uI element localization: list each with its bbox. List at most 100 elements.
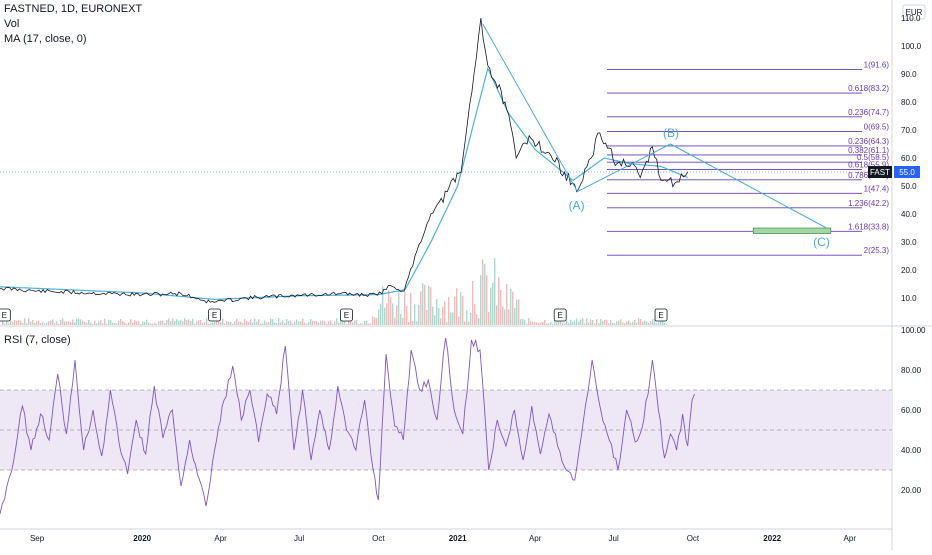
volume-bar: [372, 316, 374, 325]
volume-bar: [384, 307, 386, 325]
time-tick-label: Jul: [294, 534, 304, 543]
price-tick-label: 50.0: [901, 182, 917, 191]
volume-bar: [172, 318, 174, 325]
volume-bar: [410, 293, 412, 325]
earnings-label: E: [344, 311, 349, 320]
volume-bar: [492, 282, 494, 325]
volume-bar: [590, 319, 592, 325]
target-zone: [752, 227, 832, 234]
volume-bar: [242, 323, 244, 325]
volume-bar: [414, 304, 416, 325]
volume-bar: [336, 318, 338, 325]
volume-bar: [258, 319, 260, 325]
volume-bar: [114, 322, 116, 325]
volume-bar: [264, 320, 266, 325]
volume-bar: [288, 320, 290, 325]
volume-bar: [276, 323, 278, 325]
volume-bar: [184, 318, 186, 325]
volume-bar: [530, 321, 532, 325]
volume-bar: [562, 322, 564, 325]
volume-bar: [574, 320, 576, 325]
earnings-box: [654, 308, 668, 322]
earnings-marker: E: [553, 308, 567, 322]
rsi-tick-label: 100.00: [901, 326, 926, 335]
volume-bar: [130, 319, 132, 325]
volume-bar: [490, 287, 492, 325]
volume-bar: [636, 322, 638, 325]
symbol-title[interactable]: FASTNED, 1D, EURONEXT: [4, 3, 143, 15]
volume-bar: [442, 306, 444, 325]
fib-label: 1.618(33.8): [848, 222, 889, 231]
volume-bar: [484, 263, 486, 325]
volume-bar: [624, 323, 626, 325]
volume-bar: [134, 320, 136, 325]
volume-bar: [504, 309, 506, 325]
volume-bar: [608, 323, 610, 325]
volume-bar: [638, 318, 640, 325]
volume-bar: [60, 319, 62, 325]
earnings-marker: E: [654, 308, 668, 322]
volume-bar: [224, 323, 226, 325]
volume-bar: [214, 322, 216, 325]
legend-vol[interactable]: Vol: [4, 18, 20, 30]
volume-bar: [436, 299, 438, 325]
volume-bar: [486, 275, 488, 325]
volume-bar: [640, 319, 642, 325]
volume-bar: [286, 319, 288, 325]
legend-ma[interactable]: MA (17, close, 0): [4, 33, 87, 45]
volume-bar: [92, 323, 94, 325]
volume-bar: [296, 319, 298, 325]
price-axis: 10.0 20.0 30.0 40.0 50.0 60.0 70.0 80.0 90.0 100.…: [901, 14, 922, 303]
earnings-box: [340, 308, 353, 322]
volume-bar: [22, 322, 24, 325]
volume-bar: [282, 320, 284, 325]
volume-bar: [620, 319, 622, 325]
time-tick-label: Apr: [529, 534, 542, 543]
volume-bar: [208, 323, 210, 325]
volume-bar: [434, 315, 436, 325]
fib-label: 1.236(42.2): [848, 199, 889, 208]
volume-bar: [550, 322, 552, 325]
fib-label: 0.618(83.2): [848, 84, 889, 93]
volume-bar: [10, 320, 12, 325]
volume-bar: [108, 319, 110, 325]
volume-bar: [416, 321, 418, 325]
volume-bar: [666, 323, 668, 325]
volume-bar: [274, 322, 276, 325]
volume-bar: [516, 299, 518, 325]
volume-bar: [356, 319, 358, 325]
volume-bar: [596, 319, 598, 325]
volume-bar: [150, 323, 152, 325]
volume-bar: [512, 291, 514, 325]
volume-bar: [498, 277, 500, 325]
price-tick-label: 60.0: [901, 154, 917, 163]
volume-bar: [136, 321, 138, 325]
earnings-box: [553, 308, 567, 322]
volume-bar: [576, 318, 578, 325]
volume-bar: [166, 320, 168, 325]
earnings-marker: E: [0, 308, 11, 322]
volume-bar: [644, 320, 646, 325]
price-tag: FAST 55.0: [868, 166, 920, 178]
legend-rsi[interactable]: RSI (7, close): [4, 334, 71, 346]
volume-bar: [464, 321, 466, 325]
volume-bar: [294, 321, 296, 325]
volume-bar: [548, 323, 550, 325]
time-tick-label: Apr: [844, 534, 857, 543]
volume-bar: [654, 319, 656, 325]
volume-bar: [360, 323, 362, 325]
volume-bar: [446, 321, 448, 325]
volume-bar: [198, 320, 200, 325]
volume-bar: [218, 319, 220, 325]
wave-label: (A): [569, 199, 585, 213]
volume-bar: [526, 323, 528, 325]
volume-bar: [122, 321, 124, 325]
volume-bar: [456, 288, 458, 325]
volume-bar: [8, 323, 10, 325]
volume-bar: [418, 304, 420, 325]
volume-bar: [58, 323, 60, 325]
volume-bar: [62, 318, 64, 325]
volume-bar: [604, 319, 606, 325]
